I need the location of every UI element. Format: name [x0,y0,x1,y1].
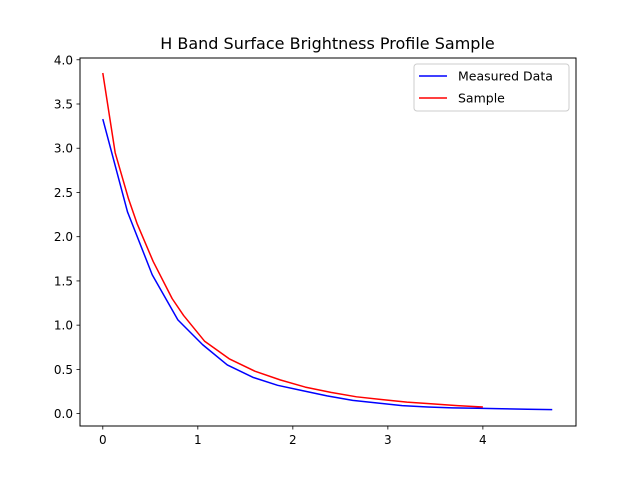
legend-box [413,63,570,112]
series-line-0 [102,118,553,411]
axes-frame [79,57,577,427]
y-tick-label: 1.5 [54,274,73,288]
x-tick-label: 1 [194,433,202,447]
y-tick-label: 2.0 [54,230,73,244]
y-tick-label: 0.5 [54,363,73,377]
x-axis: 0 1 2 3 4 [99,426,487,447]
chart-title: H Band Surface Brightness Profile Sample [160,34,494,53]
x-tick-label: 0 [99,433,107,447]
y-tick-label: 3.0 [54,142,73,156]
y-tick-label: 0.0 [54,407,73,421]
y-axis: 0.0 0.5 1.0 1.5 2.0 2.5 3.0 3.5 4.0 [54,53,80,421]
y-tick-label: 1.0 [54,319,73,333]
x-tick-label: 2 [289,433,297,447]
x-tick-label: 3 [384,433,392,447]
x-tick-label: 4 [479,433,487,447]
legend-label-0: Measured Data [458,69,553,84]
series-line-1 [102,72,483,408]
series-lines [102,72,553,411]
legend-label-1: Sample [458,91,505,106]
y-tick-label: 3.5 [54,98,73,112]
y-tick-label: 2.5 [54,186,73,200]
y-tick-label: 4.0 [54,53,73,67]
legend: Measured Data Sample [413,63,570,112]
